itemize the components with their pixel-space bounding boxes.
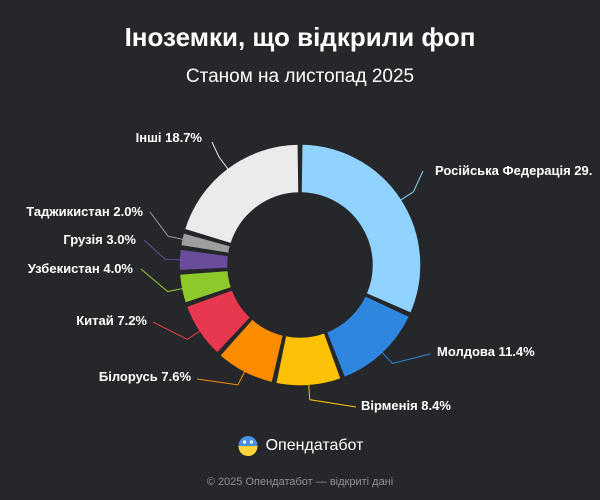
slice-label-5: Китай 7.2% (76, 313, 147, 328)
opendatabot-logo-icon (238, 436, 258, 456)
leader-line-6 (140, 268, 186, 293)
slice-label-3: Вірменія 8.4% (361, 398, 451, 413)
donut-slice-9 (183, 143, 300, 245)
slice-label-4: Білорусь 7.6% (99, 369, 192, 384)
donut-slice-2 (325, 294, 411, 379)
chart-title: Іноземки, що відкрили фоп (124, 22, 476, 52)
brand-name: Опендатабот (265, 437, 364, 454)
slice-label-1: Російська Федерація 29. (435, 163, 592, 178)
leader-line-8 (149, 211, 186, 241)
leader-line-7 (143, 239, 184, 261)
leader-line-4 (196, 368, 247, 386)
donut-slice-5 (185, 288, 252, 354)
slice-label-2: Молдова 11.4% (437, 344, 535, 359)
footer-credit: © 2025 Опендатабот — відкриті дані (206, 476, 394, 488)
leader-line-5 (152, 321, 203, 340)
slice-label-7: Грузія 3.0% (63, 232, 136, 247)
donut-slice-8 (179, 231, 232, 255)
brand: Опендатабот (0, 435, 600, 457)
slice-label-8: Таджикистан 2.0% (26, 204, 143, 219)
leader-line-9 (211, 141, 231, 172)
leader-line-1 (398, 170, 424, 202)
donut-slice-4 (218, 318, 285, 384)
donut-slice-7 (178, 248, 230, 272)
chart-subtitle: Станом на листопад 2025 (185, 66, 415, 87)
slice-label-6: Узбекистан 4.0% (28, 261, 134, 276)
donut-slice-3 (274, 331, 342, 387)
leader-line-2 (379, 349, 431, 365)
donut-slice-6 (178, 269, 233, 304)
leader-line-3 (307, 381, 357, 408)
slice-label-9: Інші 18.7% (136, 130, 203, 145)
donut-slice-1 (300, 143, 422, 315)
